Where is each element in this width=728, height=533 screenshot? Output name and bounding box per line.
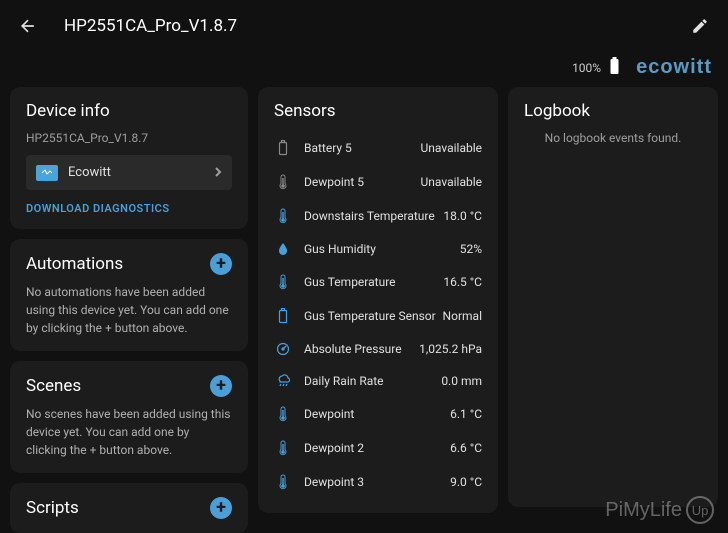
sensor-row[interactable]: Dewpoint6.1 °C (274, 397, 482, 431)
add-scene-button[interactable]: + (210, 375, 232, 397)
therm-icon (274, 274, 292, 290)
sensor-row[interactable]: Downstairs Temperature18.0 °C (274, 199, 482, 233)
edit-button[interactable] (688, 14, 712, 38)
sensor-name: Downstairs Temperature (304, 209, 443, 223)
device-info-subtitle: HP2551CA_Pro_V1.8.7 (26, 131, 232, 145)
arrow-left-icon (18, 16, 38, 36)
status-bar: 100% ecowitt (0, 52, 728, 87)
sensor-name: Dewpoint 3 (304, 475, 450, 489)
integration-row[interactable]: Ecowitt (26, 155, 232, 190)
sensor-value: 0.0 mm (441, 374, 482, 388)
sensor-name: Dewpoint 5 (304, 175, 421, 189)
sensor-value: Unavailable (421, 141, 482, 155)
sensor-value: 16.5 °C (443, 275, 482, 289)
sensor-row[interactable]: Dewpoint 39.0 °C (274, 465, 482, 499)
rain-icon (274, 374, 292, 388)
pencil-icon (691, 17, 709, 35)
sensor-row[interactable]: Gus Temperature16.5 °C (274, 265, 482, 299)
battery-full-icon (609, 57, 620, 79)
middle-column: Sensors Battery 5UnavailableDewpoint 5Un… (258, 87, 498, 533)
sensor-value: 52% (460, 242, 482, 256)
automations-card: Automations + No automations have been a… (10, 239, 248, 351)
sensor-value: 1,025.2 hPa (419, 342, 482, 356)
logbook-card: Logbook No logbook events found. (508, 87, 718, 507)
sensor-name: Gus Temperature (304, 275, 443, 289)
sensor-name: Gus Humidity (304, 242, 460, 256)
sensor-list: Battery 5UnavailableDewpoint 5Unavailabl… (274, 131, 482, 499)
watermark: PiMyLife Up (605, 496, 714, 524)
sensor-row[interactable]: Battery 5Unavailable (274, 131, 482, 165)
sensor-name: Battery 5 (304, 141, 421, 155)
sensor-name: Dewpoint 2 (304, 441, 450, 455)
sensors-card: Sensors Battery 5UnavailableDewpoint 5Un… (258, 87, 498, 513)
scripts-card: Scripts + (10, 483, 248, 533)
therm-icon (274, 474, 292, 490)
sensor-row[interactable]: Dewpoint 26.6 °C (274, 431, 482, 465)
device-info-title: Device info (26, 101, 232, 121)
drop-icon (274, 242, 292, 256)
sensor-name: Daily Rain Rate (304, 374, 441, 388)
sensor-row[interactable]: Dewpoint 5Unavailable (274, 165, 482, 199)
add-script-button[interactable]: + (210, 497, 232, 519)
scenes-empty-text: No scenes have been added using this dev… (26, 405, 232, 459)
back-button[interactable] (16, 14, 40, 38)
scenes-card: Scenes + No scenes have been added using… (10, 361, 248, 473)
therm-icon (274, 440, 292, 456)
automations-title: Automations (26, 254, 123, 274)
sensor-value: 9.0 °C (450, 475, 482, 489)
sensor-row[interactable]: Gus Humidity52% (274, 233, 482, 265)
sensor-value: Unavailable (421, 175, 482, 189)
therm-icon (274, 174, 292, 190)
ecowitt-icon (36, 165, 58, 181)
scripts-title: Scripts (26, 498, 79, 518)
automations-empty-text: No automations have been added using thi… (26, 283, 232, 337)
sensor-value: 18.0 °C (443, 209, 482, 223)
logbook-title: Logbook (524, 101, 702, 121)
right-column: Logbook No logbook events found. (508, 87, 718, 533)
watermark-text-1: PiMyLife (605, 499, 682, 522)
content-area: Device info HP2551CA_Pro_V1.8.7 Ecowitt … (0, 87, 728, 533)
sensor-name: Gus Temperature Sensor (304, 309, 443, 323)
sensor-name: Absolute Pressure (304, 342, 419, 356)
sensor-row[interactable]: Gus Temperature SensorNormal (274, 299, 482, 333)
sensors-title: Sensors (274, 101, 482, 121)
page-title: HP2551CA_Pro_V1.8.7 (64, 16, 237, 36)
download-diagnostics-link[interactable]: DOWNLOAD DIAGNOSTICS (26, 202, 232, 215)
gauge-icon (274, 342, 292, 356)
integration-name: Ecowitt (68, 165, 214, 180)
chevron-right-icon (214, 163, 222, 182)
therm-icon (274, 406, 292, 422)
sensor-row[interactable]: Daily Rain Rate0.0 mm (274, 365, 482, 397)
sensor-name: Dewpoint (304, 407, 450, 421)
brand-logo: ecowitt (636, 56, 712, 79)
sensor-row[interactable]: Absolute Pressure1,025.2 hPa (274, 333, 482, 365)
logbook-empty-text: No logbook events found. (524, 131, 702, 145)
scenes-title: Scenes (26, 376, 81, 396)
sensor-value: Normal (443, 309, 482, 323)
battery-icon (274, 140, 292, 156)
add-automation-button[interactable]: + (210, 253, 232, 275)
left-column: Device info HP2551CA_Pro_V1.8.7 Ecowitt … (10, 87, 248, 533)
sensor-value: 6.1 °C (450, 407, 482, 421)
device-info-card: Device info HP2551CA_Pro_V1.8.7 Ecowitt … (10, 87, 248, 229)
battery-percent: 100% (572, 61, 601, 75)
watermark-circle-icon: Up (686, 496, 714, 524)
sensor-value: 6.6 °C (450, 441, 482, 455)
header: HP2551CA_Pro_V1.8.7 (0, 0, 728, 52)
battery-icon (274, 308, 292, 324)
therm-icon (274, 208, 292, 224)
